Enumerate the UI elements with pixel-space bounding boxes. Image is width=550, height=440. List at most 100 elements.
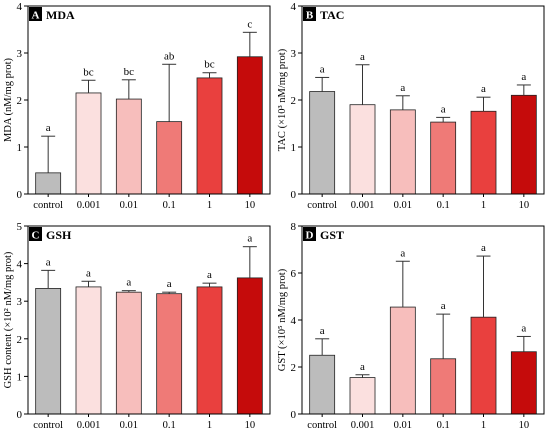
y-axis-label-b: TAC (×10³ nM/mg prot) — [277, 48, 288, 151]
significance-label-a-0_001: bc — [83, 66, 94, 78]
x-tick-label-a-0_001: 0.001 — [77, 200, 101, 211]
bar-c-control — [35, 288, 62, 415]
y-tick-label-c: 4 — [17, 259, 23, 271]
bar-a-10 — [236, 56, 263, 195]
panel-letter-a: A — [32, 10, 40, 22]
significance-label-a-control: a — [46, 122, 51, 134]
panel-letter-box-b — [303, 7, 316, 21]
y-tick-label-c: 1 — [17, 371, 23, 383]
significance-label-d-0_001: a — [360, 361, 365, 373]
significance-label-b-0_1: a — [441, 103, 446, 115]
x-tick-label-c-0_001: 0.001 — [77, 420, 101, 431]
panel-b: a control a 0.001 a 0.01 a 0.1 a 1 a 10 0 1 2 3 4 TAC (×1… — [277, 1, 545, 211]
significance-label-b-control: a — [320, 63, 325, 75]
bar-a-0_01 — [115, 98, 142, 195]
bar-c-1 — [196, 286, 223, 415]
significance-label-d-0_01: a — [400, 247, 405, 259]
significance-label-a-0_01: bc — [124, 66, 135, 78]
significance-label-d-0_1: a — [441, 300, 446, 312]
panel-letter-b: B — [306, 10, 314, 22]
x-tick-label-d-0_01: 0.01 — [394, 420, 412, 431]
y-axis-label-a: MDA (nM/mg prot) — [3, 57, 14, 142]
x-tick-label-b-control: control — [307, 200, 337, 211]
x-tick-label-c-10: 10 — [245, 420, 256, 431]
x-tick-label-c-0_01: 0.01 — [120, 420, 138, 431]
x-tick-label-c-1: 1 — [207, 420, 212, 431]
significance-label-d-1: a — [481, 242, 486, 254]
significance-label-d-10: a — [521, 322, 526, 334]
significance-label-d-control: a — [320, 325, 325, 337]
panel-letter-box-d — [303, 227, 316, 241]
bar-a-control — [35, 172, 62, 195]
bar-d-0_1 — [430, 358, 457, 415]
bar-a-0_001 — [75, 92, 102, 195]
significance-label-b-10: a — [521, 71, 526, 83]
bar-b-1 — [470, 110, 497, 195]
x-tick-label-d-1: 1 — [481, 420, 486, 431]
significance-label-c-10: a — [247, 233, 252, 245]
bar-c-0_01 — [115, 291, 142, 415]
bar-d-control — [309, 354, 336, 415]
x-tick-label-a-1: 1 — [207, 200, 212, 211]
panel-letter-c: C — [32, 230, 40, 242]
bar-c-0_001 — [75, 286, 102, 415]
y-tick-label-d: 0 — [291, 409, 297, 421]
y-tick-label-c: 2 — [17, 334, 23, 346]
panel-letter-box-a — [29, 7, 42, 21]
bar-c-10 — [236, 277, 263, 415]
plot-frame-d — [301, 225, 545, 415]
panel-title-c: GSH — [46, 228, 72, 242]
y-axis-label-c: GSH content (×10² nM/mg prot) — [3, 251, 14, 388]
y-tick-label-a: 0 — [17, 189, 23, 201]
x-tick-label-c-control: control — [33, 420, 63, 431]
x-tick-label-d-0_001: 0.001 — [351, 420, 375, 431]
y-tick-label-b: 3 — [291, 48, 297, 60]
y-tick-label-d: 4 — [291, 315, 297, 327]
x-tick-label-d-10: 10 — [519, 420, 530, 431]
bar-d-1 — [470, 316, 497, 415]
significance-label-c-1: a — [207, 269, 212, 281]
x-tick-label-c-0_1: 0.1 — [163, 420, 176, 431]
significance-label-c-0_01: a — [126, 277, 131, 289]
x-tick-label-b-0_001: 0.001 — [351, 200, 375, 211]
y-tick-label-c: 3 — [17, 296, 23, 308]
bar-b-control — [309, 91, 336, 195]
bar-b-10 — [510, 94, 537, 195]
y-tick-label-a: 2 — [17, 95, 23, 107]
bar-b-0_001 — [349, 104, 376, 195]
significance-label-c-0_1: a — [167, 278, 172, 290]
panel-letter-box-c — [29, 227, 42, 241]
bar-b-0_01 — [389, 109, 416, 195]
y-tick-label-b: 1 — [291, 142, 297, 154]
panel-a: a control bc 0.001 bc 0.01 ab 0.1 bc 1 c 10 0 1 2 3 4 MDA… — [3, 1, 271, 211]
panel-title-b: TAC — [320, 8, 344, 22]
bar-d-0_001 — [349, 377, 376, 415]
y-tick-label-d: 8 — [291, 221, 297, 233]
y-tick-label-d: 6 — [291, 268, 297, 280]
bar-d-0_01 — [389, 306, 416, 415]
bar-a-0_1 — [156, 121, 183, 195]
plot-frame-a — [27, 5, 271, 195]
y-tick-label-b: 0 — [291, 189, 297, 201]
panel-c: a control a 0.001 a 0.01 a 0.1 a 1 a 10 0 1 2 3 4 5 GSH co… — [3, 221, 271, 431]
y-tick-label-b: 4 — [291, 1, 297, 13]
significance-label-c-0_001: a — [86, 267, 91, 279]
x-tick-label-b-0_01: 0.01 — [394, 200, 412, 211]
x-tick-label-d-0_1: 0.1 — [437, 420, 450, 431]
y-tick-label-a: 4 — [17, 1, 23, 13]
y-tick-label-c: 0 — [17, 409, 23, 421]
x-tick-label-a-0_01: 0.01 — [120, 200, 138, 211]
bar-d-10 — [510, 351, 537, 415]
y-tick-label-a: 3 — [17, 48, 23, 60]
panel-title-d: GST — [320, 228, 344, 242]
bar-c-0_1 — [156, 293, 183, 415]
x-tick-label-a-10: 10 — [245, 200, 256, 211]
x-tick-label-b-10: 10 — [519, 200, 530, 211]
significance-label-b-0_01: a — [400, 82, 405, 94]
y-tick-label-d: 2 — [291, 362, 297, 374]
bar-b-0_1 — [430, 121, 457, 195]
x-tick-label-b-0_1: 0.1 — [437, 200, 450, 211]
significance-label-b-0_001: a — [360, 51, 365, 63]
x-tick-label-a-0_1: 0.1 — [163, 200, 176, 211]
